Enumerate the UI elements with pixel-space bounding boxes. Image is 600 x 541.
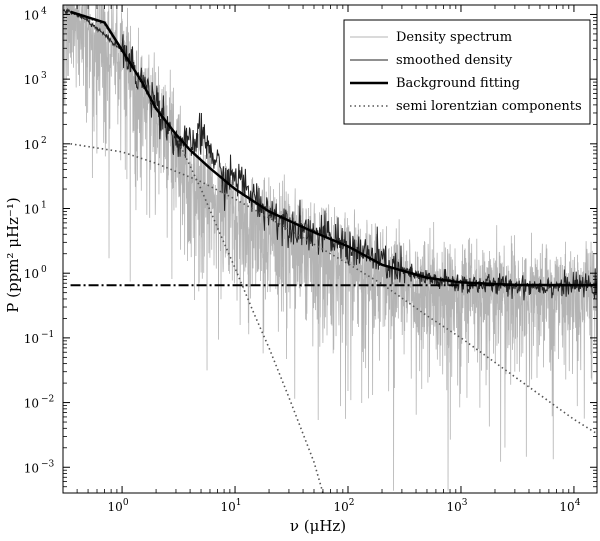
legend-label-density-spectrum: Density spectrum	[396, 30, 512, 45]
plot-frame	[62, 4, 598, 494]
series-semi-lorentzian-2	[70, 143, 597, 435]
legend-label-semi-lorentzian: semi lorentzian components	[396, 99, 582, 114]
series-smoothed-density	[63, 7, 597, 301]
legend: Density spectrum smoothed density Backgr…	[343, 19, 591, 125]
series-background-fitting	[70, 10, 597, 287]
y-axis-label: P (ppm² μHz⁻¹)	[4, 197, 22, 312]
x-axis-label: ν (μHz)	[290, 517, 346, 535]
legend-label-smoothed-density: smoothed density	[396, 53, 513, 68]
plot-area	[63, 5, 597, 493]
legend-label-background-fitting: Background fitting	[396, 76, 520, 91]
